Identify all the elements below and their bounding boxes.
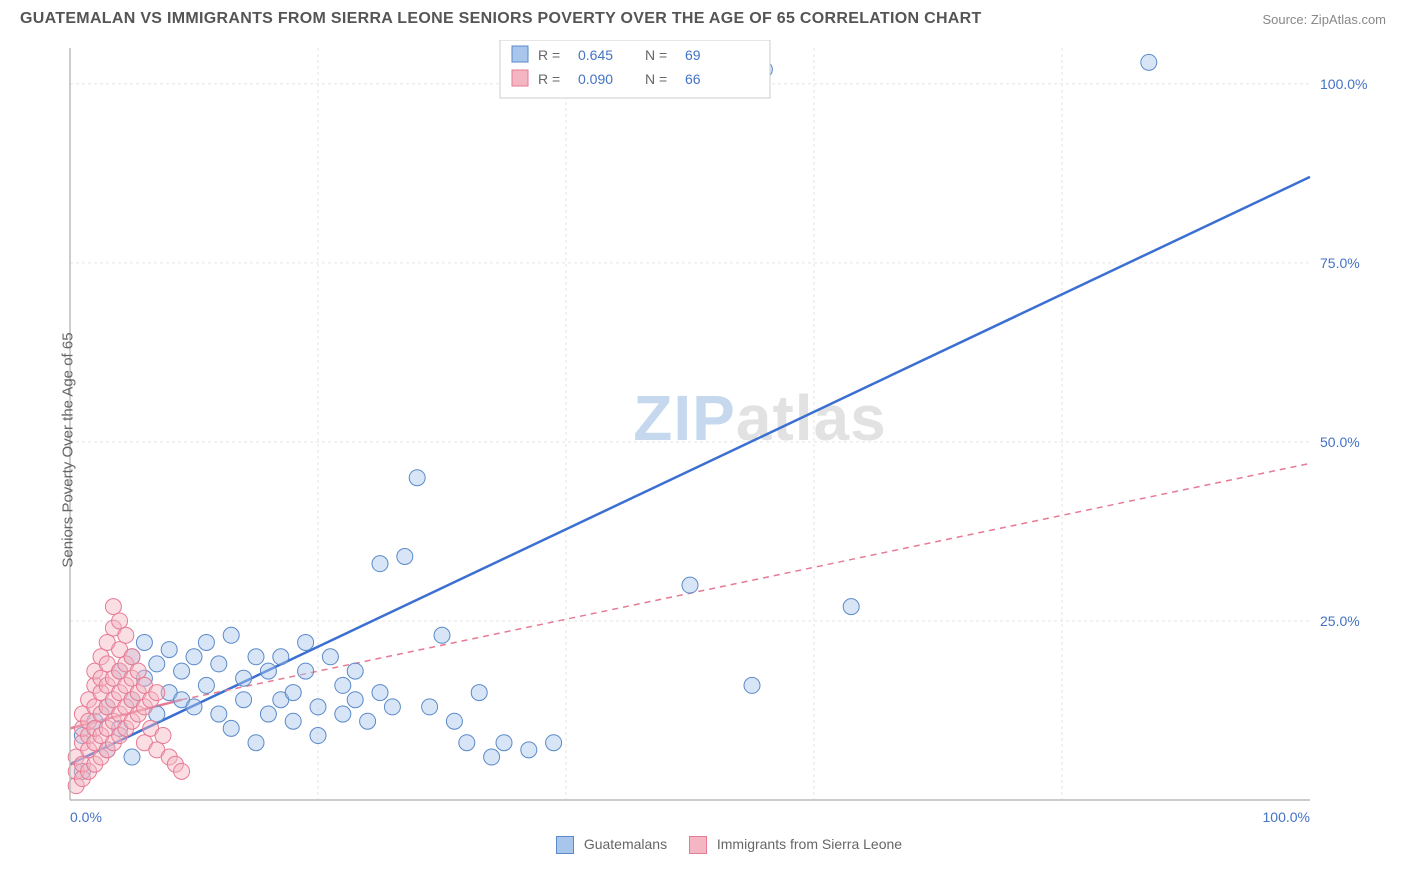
svg-text:0.645: 0.645 (578, 47, 613, 63)
legend-label-guatemalans: Guatemalans (584, 836, 667, 852)
scatter-chart: 25.0% 50.0% 75.0% 100.0% ZIPatlas 0.0% 100.0% R… (50, 40, 1390, 860)
chart-title: GUATEMALAN VS IMMIGRANTS FROM SIERRA LEO… (20, 10, 982, 28)
svg-text:75.0%: 75.0% (1320, 255, 1360, 271)
source-label: Source: ZipAtlas.com (1262, 12, 1386, 27)
svg-text:R =: R = (538, 71, 560, 87)
svg-text:R =: R = (538, 47, 560, 63)
bottom-legend: Guatemalans Immigrants from Sierra Leone (50, 836, 1390, 854)
svg-text:100.0%: 100.0% (1263, 809, 1310, 825)
svg-text:66: 66 (685, 71, 701, 87)
legend-swatch-guatemalans (556, 836, 574, 854)
y-axis-label: Seniors Poverty Over the Age of 65 (60, 332, 77, 567)
chart-container: Seniors Poverty Over the Age of 65 25.0%… (50, 40, 1390, 860)
svg-text:0.090: 0.090 (578, 71, 613, 87)
legend-swatch-sierra-leone (689, 836, 707, 854)
svg-text:25.0%: 25.0% (1320, 613, 1360, 629)
svg-text:N =: N = (645, 47, 667, 63)
svg-text:100.0%: 100.0% (1320, 76, 1367, 92)
legend-label-sierra-leone: Immigrants from Sierra Leone (717, 836, 902, 852)
svg-text:0.0%: 0.0% (70, 809, 102, 825)
svg-text:N =: N = (645, 71, 667, 87)
svg-text:ZIPatlas: ZIPatlas (633, 382, 886, 454)
svg-text:50.0%: 50.0% (1320, 434, 1360, 450)
svg-text:69: 69 (685, 47, 701, 63)
